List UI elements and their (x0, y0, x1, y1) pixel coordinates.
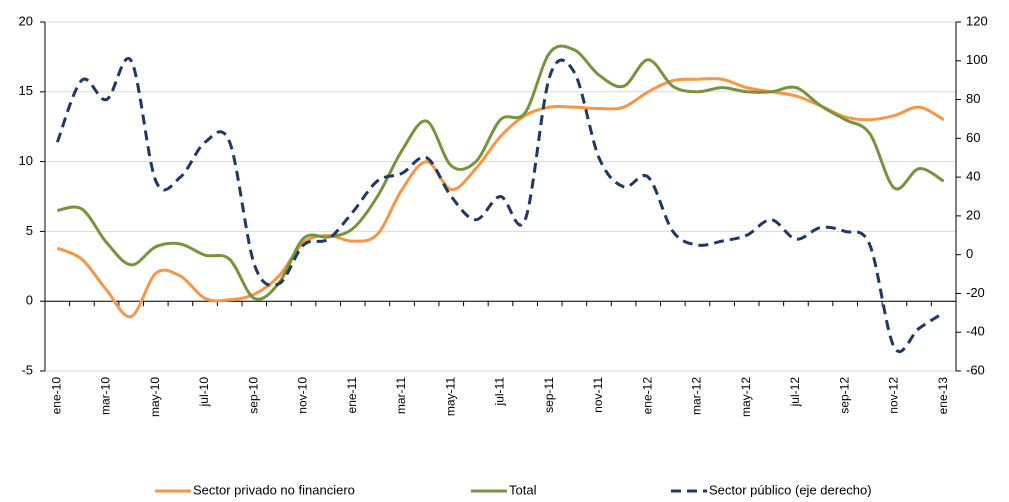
y2-tick-label: -60 (966, 362, 985, 377)
x-tick-label: mar-11 (394, 377, 408, 414)
x-tick-label: mar-12 (690, 377, 704, 415)
legend-label: Total (509, 482, 537, 497)
x-tick-label: sep-12 (837, 377, 851, 414)
x-tick-label: may-10 (148, 377, 162, 417)
y2-tick-label: 20 (966, 207, 980, 222)
x-tick-label: may-11 (443, 377, 457, 416)
y-tick-label: 15 (19, 83, 33, 98)
x-tick-label: ene-10 (49, 377, 63, 415)
y-tick-label: 5 (26, 223, 33, 238)
x-tick-label: nov-12 (887, 377, 901, 414)
x-tick-label: mar-10 (99, 377, 113, 415)
x-tick-label: jul-11 (493, 377, 507, 407)
x-tick-label: ene-11 (345, 377, 359, 414)
y2-tick-label: 40 (966, 169, 980, 184)
x-tick-label: nov-10 (296, 377, 310, 414)
series-line (55, 56, 945, 353)
legend-label: Sector público (eje derecho) (709, 482, 872, 497)
x-tick-label: jul-10 (197, 377, 211, 408)
y2-tick-label: 100 (966, 52, 988, 67)
y2-tick-label: 0 (966, 246, 973, 261)
legend-label: Sector privado no financiero (193, 482, 355, 497)
x-tick-label: sep-11 (542, 377, 556, 413)
y2-tick-label: 60 (966, 130, 980, 145)
y2-tick-label: 80 (966, 91, 980, 106)
x-tick-label: ene-12 (640, 377, 654, 415)
y-tick-label: 10 (19, 153, 33, 168)
y2-tick-label: -20 (966, 285, 985, 300)
series-line (57, 44, 945, 301)
y-tick-label: -5 (21, 362, 33, 377)
x-tick-label: jul-12 (788, 377, 802, 408)
x-tick-label: sep-10 (246, 377, 260, 414)
y-tick-label: 20 (19, 13, 33, 28)
series-line (56, 77, 945, 319)
y2-tick-label: -40 (966, 324, 985, 339)
y2-tick-label: 120 (966, 13, 988, 28)
y-tick-label: 0 (26, 293, 33, 308)
x-tick-label: ene-13 (936, 377, 950, 415)
x-tick-label: may-12 (739, 377, 753, 417)
x-tick-label: nov-11 (591, 377, 605, 413)
